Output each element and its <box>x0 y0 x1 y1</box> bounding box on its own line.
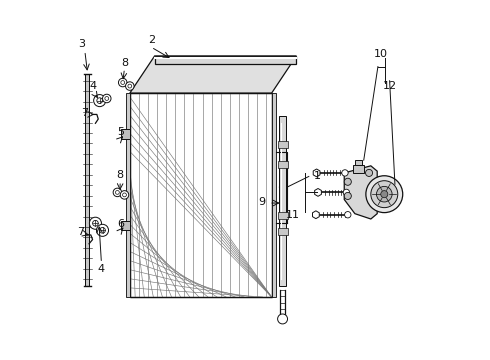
Circle shape <box>343 189 349 195</box>
Text: 3: 3 <box>78 39 85 49</box>
Bar <box>353 165 364 173</box>
Circle shape <box>120 191 129 199</box>
Text: 5: 5 <box>117 127 124 137</box>
Circle shape <box>344 192 351 199</box>
Text: 10: 10 <box>373 49 388 59</box>
Polygon shape <box>313 169 320 177</box>
Bar <box>278 228 288 235</box>
Bar <box>278 141 288 148</box>
Circle shape <box>371 181 398 208</box>
Circle shape <box>99 228 105 233</box>
Polygon shape <box>125 93 130 297</box>
Text: 9: 9 <box>258 197 266 207</box>
Circle shape <box>122 193 126 197</box>
Text: 2: 2 <box>148 35 155 45</box>
Bar <box>85 74 89 286</box>
Circle shape <box>89 217 101 229</box>
Bar <box>355 160 362 165</box>
Text: 4: 4 <box>90 81 97 91</box>
Bar <box>278 212 288 219</box>
Circle shape <box>113 188 122 197</box>
Circle shape <box>344 212 351 218</box>
Polygon shape <box>130 56 296 93</box>
Bar <box>121 129 130 139</box>
Circle shape <box>121 81 124 85</box>
Circle shape <box>105 96 109 100</box>
Text: 12: 12 <box>383 81 397 91</box>
Bar <box>279 116 286 286</box>
Text: 8: 8 <box>121 58 128 68</box>
Text: 4: 4 <box>98 264 105 274</box>
Circle shape <box>381 191 388 198</box>
Circle shape <box>97 224 109 237</box>
Polygon shape <box>130 93 271 297</box>
Text: 7: 7 <box>77 228 84 238</box>
Circle shape <box>366 176 403 213</box>
Circle shape <box>366 169 372 176</box>
Circle shape <box>128 84 132 88</box>
Text: 11: 11 <box>286 210 299 220</box>
Polygon shape <box>271 93 276 297</box>
Polygon shape <box>344 166 377 219</box>
Bar <box>278 161 288 168</box>
Circle shape <box>342 170 348 176</box>
Circle shape <box>94 95 106 107</box>
Circle shape <box>119 78 127 87</box>
Text: 8: 8 <box>117 170 124 180</box>
Circle shape <box>97 98 102 103</box>
Polygon shape <box>313 211 319 219</box>
Text: 7: 7 <box>81 108 88 118</box>
Polygon shape <box>315 189 321 196</box>
Circle shape <box>102 94 111 103</box>
Polygon shape <box>155 56 296 64</box>
Circle shape <box>93 220 98 226</box>
Text: 1: 1 <box>314 171 321 181</box>
Circle shape <box>344 178 351 185</box>
Circle shape <box>278 314 288 324</box>
Circle shape <box>116 190 119 194</box>
Circle shape <box>125 82 134 90</box>
Text: 6: 6 <box>118 219 124 229</box>
Bar <box>121 221 130 230</box>
Circle shape <box>376 186 392 202</box>
